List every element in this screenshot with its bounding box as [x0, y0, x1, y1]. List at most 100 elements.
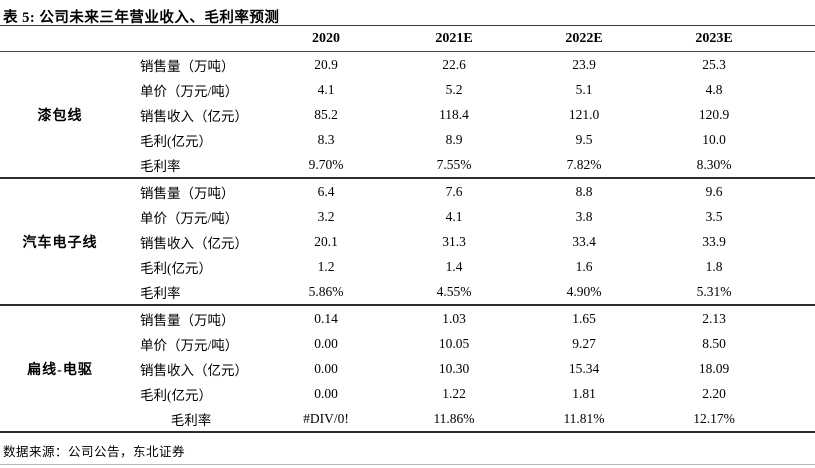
row-label: 毛利率 — [140, 158, 181, 174]
section-label: 汽车电子线 — [22, 235, 98, 251]
cell-value: 4.1 — [317, 81, 335, 97]
cell-value: 5.31% — [696, 283, 732, 299]
cell-value: 5.1 — [575, 81, 593, 97]
cell-value: 0.00 — [314, 335, 338, 351]
row-label: 单价（万元/吨） — [140, 210, 239, 226]
cell-value: 121.0 — [568, 106, 600, 122]
table-row: 销售量（万吨） 6.4 7.6 8.8 9.6 — [120, 179, 815, 204]
cell-value: 1.65 — [572, 310, 596, 326]
year-column-header: 2023E — [695, 30, 733, 46]
table-row: 单价（万元/吨） 4.1 5.2 5.1 4.8 — [120, 77, 815, 102]
table-row: 单价（万元/吨） 3.2 4.1 3.8 3.5 — [120, 204, 815, 229]
table-section: 扁线-电驱 销售量（万吨） 0.14 1.03 1.65 2.13 单价（万元/吨） 0.00… — [0, 306, 815, 433]
cell-value: 1.22 — [442, 385, 466, 401]
table-row: 销售量（万吨） 20.9 22.6 23.9 25.3 — [120, 52, 815, 77]
cell-value: 20.9 — [314, 56, 338, 72]
cell-value: 1.2 — [317, 258, 335, 274]
section-rows: 销售量（万吨） 20.9 22.6 23.9 25.3 单价（万元/吨） 4.1 5.2 5.1… — [120, 52, 815, 177]
cell-value: 8.3 — [317, 131, 335, 147]
cell-value: 1.8 — [705, 258, 723, 274]
cell-value: 8.30% — [696, 156, 732, 172]
cell-value: 12.17% — [693, 410, 735, 426]
cell-value: 0.00 — [314, 385, 338, 401]
cell-value: 0.14 — [314, 310, 338, 326]
cell-value: 1.03 — [442, 310, 466, 326]
cell-value: 5.86% — [308, 283, 344, 299]
cell-value: 11.81% — [563, 410, 605, 426]
cell-value: 4.1 — [445, 208, 463, 224]
table-row: 毛利(亿元） 0.00 1.22 1.81 2.20 — [120, 381, 815, 406]
cell-value: 22.6 — [442, 56, 466, 72]
cell-value: 2.20 — [702, 385, 726, 401]
cell-value: 10.0 — [702, 131, 726, 147]
year-column-header: 2021E — [435, 30, 473, 46]
section-rows: 销售量（万吨） 0.14 1.03 1.65 2.13 单价（万元/吨） 0.00 10.05… — [120, 306, 815, 431]
row-label: 毛利率 — [170, 412, 212, 428]
table-row: 毛利率 5.86% 4.55% 4.90% 5.31% — [120, 279, 815, 304]
row-label: 毛利率 — [140, 285, 181, 301]
row-label: 销售收入（亿元） — [140, 235, 248, 251]
table-row: 销售收入（亿元） 85.2 118.4 121.0 120.9 — [120, 102, 815, 127]
bottom-divider — [0, 464, 815, 465]
cell-value: 9.27 — [572, 335, 596, 351]
table-row: 毛利率 #DIV/0! 11.86% 11.81% 12.17% — [120, 406, 815, 431]
source-note: 数据来源：公司公告，东北证券 — [3, 445, 186, 459]
cell-value: 6.4 — [317, 183, 335, 199]
table-row: 销售收入（亿元） 0.00 10.30 15.34 18.09 — [120, 356, 815, 381]
cell-value: 18.09 — [698, 360, 730, 376]
cell-value: 7.55% — [436, 156, 472, 172]
row-label: 毛利(亿元） — [140, 133, 212, 149]
table-row: 单价（万元/吨） 0.00 10.05 9.27 8.50 — [120, 331, 815, 356]
cell-value: 5.2 — [445, 81, 463, 97]
year-column-header: 2022E — [565, 30, 603, 46]
table-row: 毛利(亿元） 8.3 8.9 9.5 10.0 — [120, 127, 815, 152]
row-label: 单价（万元/吨） — [140, 337, 239, 353]
forecast-table: 2020 2021E 2022E 2023E 漆包线 销售量（万吨） 20.9 22.6 23.… — [0, 26, 815, 433]
cell-value: 9.6 — [705, 183, 723, 199]
cell-value: 20.1 — [314, 233, 338, 249]
table-section: 漆包线 销售量（万吨） 20.9 22.6 23.9 25.3 单价（万元/吨） 4.1 5.2… — [0, 52, 815, 179]
section-rows: 销售量（万吨） 6.4 7.6 8.8 9.6 单价（万元/吨） 3.2 4.1 3.8 3.5 销… — [120, 179, 815, 304]
cell-value: 4.90% — [566, 283, 602, 299]
table-row: 毛利率 9.70% 7.55% 7.82% 8.30% — [120, 152, 815, 177]
cell-value: 10.05 — [438, 335, 470, 351]
row-label: 毛利(亿元） — [140, 260, 212, 276]
cell-value: 7.6 — [445, 183, 463, 199]
cell-value: 0.00 — [314, 360, 338, 376]
cell-value: 9.5 — [575, 131, 593, 147]
cell-value: 3.8 — [575, 208, 593, 224]
cell-value: 7.82% — [566, 156, 602, 172]
cell-value: 1.4 — [445, 258, 463, 274]
cell-value: 31.3 — [442, 233, 466, 249]
row-label: 单价（万元/吨） — [140, 83, 239, 99]
row-label: 销售收入（亿元） — [140, 362, 248, 378]
cell-value: 25.3 — [702, 56, 726, 72]
row-label: 销售量（万吨） — [140, 312, 235, 328]
table-header-row: 2020 2021E 2022E 2023E — [0, 26, 815, 52]
table-section: 汽车电子线 销售量（万吨） 6.4 7.6 8.8 9.6 单价（万元/吨） 3.2 4.1 3.… — [0, 179, 815, 306]
title-divider — [0, 25, 815, 26]
table-row: 销售量（万吨） 0.14 1.03 1.65 2.13 — [120, 306, 815, 331]
cell-value: 120.9 — [698, 106, 730, 122]
row-label: 销售量（万吨） — [140, 185, 235, 201]
cell-value: 3.5 — [705, 208, 723, 224]
cell-value: 4.55% — [436, 283, 472, 299]
row-label: 销售量（万吨） — [140, 58, 235, 74]
cell-value: 8.8 — [575, 183, 593, 199]
cell-value: 8.9 — [445, 131, 463, 147]
cell-value: 2.13 — [702, 310, 726, 326]
cell-value: 3.2 — [317, 208, 335, 224]
cell-value: 8.50 — [702, 335, 726, 351]
cell-value: 118.4 — [439, 106, 469, 122]
cell-value: 85.2 — [314, 106, 338, 122]
cell-value: 33.4 — [572, 233, 596, 249]
row-label: 销售收入（亿元） — [140, 108, 248, 124]
year-column-header: 2020 — [312, 30, 340, 46]
table-row: 销售收入（亿元） 20.1 31.3 33.4 33.9 — [120, 229, 815, 254]
section-label: 漆包线 — [37, 108, 83, 124]
cell-value: 4.8 — [705, 81, 723, 97]
cell-value: 1.81 — [572, 385, 596, 401]
table-row: 毛利(亿元） 1.2 1.4 1.6 1.8 — [120, 254, 815, 279]
cell-value: 15.34 — [568, 360, 600, 376]
